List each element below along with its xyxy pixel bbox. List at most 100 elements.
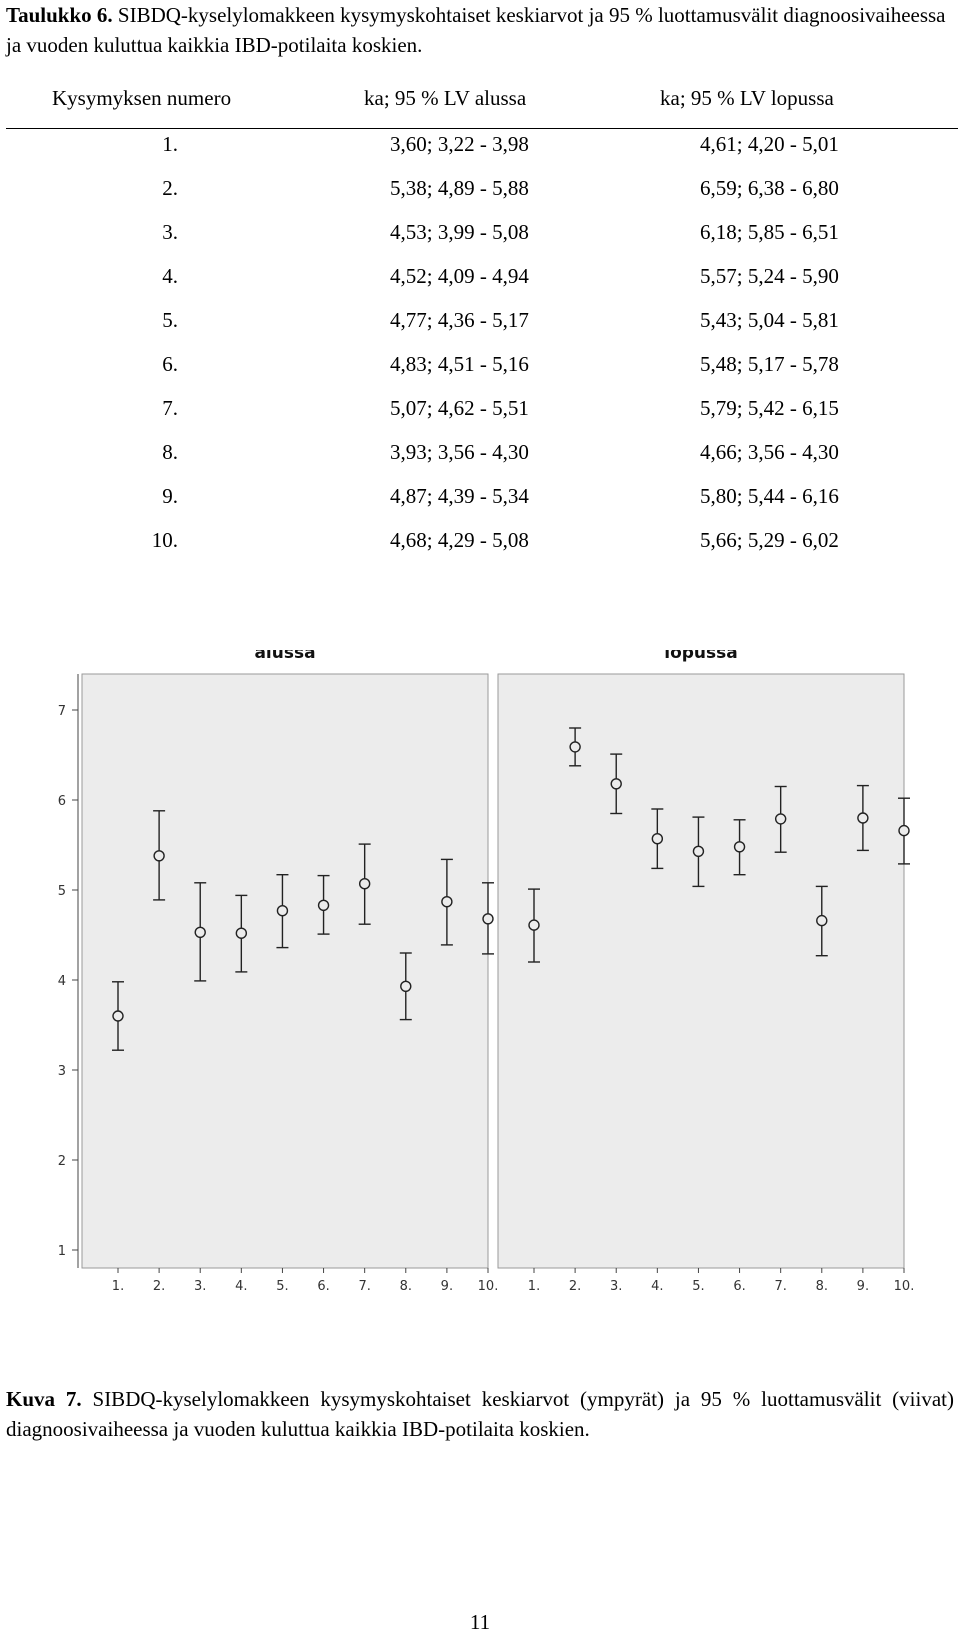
mean-point xyxy=(816,914,828,927)
x-tick-label: 9. xyxy=(441,1279,453,1294)
panel-background xyxy=(497,673,905,1269)
y-tick-label: 7 xyxy=(58,704,66,719)
end-value-cell: 4,66; 3,56 - 4,30 xyxy=(700,440,839,464)
header-start: ka; 95 % LV alussa xyxy=(364,86,527,110)
end-value-cell: 5,43; 5,04 - 5,81 xyxy=(700,308,839,332)
end-value-cell: 6,18; 5,85 - 6,51 xyxy=(700,220,839,244)
x-tick-label: 8. xyxy=(400,1279,412,1294)
x-tick-label: 10. xyxy=(894,1279,915,1294)
table-caption-label: Taulukko 6. xyxy=(6,3,113,27)
mean-point xyxy=(569,741,581,753)
question-number-cell: 1. xyxy=(162,132,178,156)
mean-point xyxy=(857,812,869,824)
x-tick-label: 6. xyxy=(317,1279,329,1294)
figure: 1 2 3 4 5 6 7 alussa 1. 2. 3. 4. 5. 6. 7. 8. 9. 10. lopuss… xyxy=(0,643,960,1370)
table-row: 9. 4,87; 4,39 - 5,34 5,80; 5,44 - 6,16 xyxy=(0,484,960,528)
y-tick-label: 1 xyxy=(58,1244,66,1259)
question-number-cell: 2. xyxy=(162,176,178,200)
table-row: 4. 4,52; 4,09 - 4,94 5,57; 5,24 - 5,90 xyxy=(0,264,960,308)
mean-point xyxy=(112,1010,124,1022)
figure-caption-text: SIBDQ-kyselylomakkeen kysymyskohtaiset k… xyxy=(6,1387,954,1441)
start-value-cell: 3,60; 3,22 - 3,98 xyxy=(390,132,529,156)
y-tick-label: 4 xyxy=(58,974,66,989)
mean-point xyxy=(194,926,206,938)
start-value-cell: 4,52; 4,09 - 4,94 xyxy=(390,264,529,288)
y-tick-label: 5 xyxy=(58,884,66,899)
question-number-cell: 10. xyxy=(151,528,178,552)
mean-point xyxy=(774,813,787,825)
end-value-cell: 4,61; 4,20 - 5,01 xyxy=(700,132,839,156)
mean-point xyxy=(235,927,248,939)
x-tick-label: 1. xyxy=(112,1279,124,1294)
start-value-cell: 4,53; 3,99 - 5,08 xyxy=(390,220,529,244)
y-tick-label: 6 xyxy=(58,794,66,809)
figure-caption-label: Kuva 7. xyxy=(6,1387,82,1411)
mean-point xyxy=(733,841,746,853)
table-caption: Taulukko 6. SIBDQ-kyselylomakkeen kysymy… xyxy=(6,0,954,60)
start-value-cell: 5,38; 4,89 - 5,88 xyxy=(390,176,529,200)
question-number-cell: 4. xyxy=(162,264,178,288)
x-tick-label: 8. xyxy=(816,1279,828,1294)
start-value-cell: 4,68; 4,29 - 5,08 xyxy=(390,528,529,552)
table-row: 10. 4,68; 4,29 - 5,08 5,66; 5,29 - 6,02 xyxy=(0,528,960,572)
x-tick-label: 4. xyxy=(651,1279,663,1294)
figure-caption: Kuva 7. SIBDQ-kyselylomakkeen kysymyskoh… xyxy=(6,1384,954,1444)
question-number-cell: 3. xyxy=(162,220,178,244)
end-value-cell: 6,59; 6,38 - 6,80 xyxy=(700,176,839,200)
x-tick-label: 5. xyxy=(276,1279,288,1294)
question-number-cell: 5. xyxy=(162,308,178,332)
x-tick-label: 6. xyxy=(733,1279,745,1294)
y-tick-label: 3 xyxy=(58,1064,66,1079)
mean-point xyxy=(400,980,412,992)
x-tick-label: 3. xyxy=(194,1279,206,1294)
mean-point xyxy=(651,832,664,845)
x-tick-label: 3. xyxy=(610,1279,622,1294)
end-value-cell: 5,80; 5,44 - 6,16 xyxy=(700,484,839,508)
y-tick-label: 2 xyxy=(58,1154,66,1169)
table-header: Kysymyksen numero ka; 95 % LV alussa ka;… xyxy=(0,80,960,114)
table-row: 2. 5,38; 4,89 - 5,88 6,59; 6,38 - 6,80 xyxy=(0,176,960,220)
x-tick-label: 7. xyxy=(774,1279,786,1294)
table-header-rule xyxy=(6,128,958,129)
panel-background xyxy=(81,673,489,1269)
mean-point xyxy=(692,845,705,858)
start-value-cell: 5,07; 4,62 - 5,51 xyxy=(390,396,529,420)
table-row: 1. 3,60; 3,22 - 3,98 4,61; 4,20 - 5,01 xyxy=(0,132,960,176)
table-body: 1. 3,60; 3,22 - 3,98 4,61; 4,20 - 5,01 2. 5,… xyxy=(0,132,960,572)
table-row: 8. 3,93; 3,56 - 4,30 4,66; 3,56 - 4,30 xyxy=(0,440,960,484)
x-tick-label: 7. xyxy=(358,1279,370,1294)
question-number-cell: 6. xyxy=(162,352,178,376)
table-row: 5. 4,77; 4,36 - 5,17 5,43; 5,04 - 5,81 xyxy=(0,308,960,352)
mean-point xyxy=(482,913,494,925)
x-tick-label: 2. xyxy=(569,1279,581,1294)
question-number-cell: 9. xyxy=(162,484,178,508)
x-tick-label: 2. xyxy=(153,1279,165,1294)
mean-point xyxy=(441,895,453,908)
table-caption-text: SIBDQ-kyselylomakkeen kysymyskohtaiset k… xyxy=(6,3,946,57)
x-tick-label: 4. xyxy=(235,1279,247,1294)
start-value-cell: 4,87; 4,39 - 5,34 xyxy=(390,484,529,508)
x-tick-label: 5. xyxy=(692,1279,704,1294)
mean-point xyxy=(153,850,165,862)
mean-point xyxy=(898,824,910,837)
mean-point xyxy=(528,919,540,931)
end-value-cell: 5,57; 5,24 - 5,90 xyxy=(700,264,839,288)
table-row: 3. 4,53; 3,99 - 5,08 6,18; 5,85 - 6,51 xyxy=(0,220,960,264)
start-value-cell: 4,77; 4,36 - 5,17 xyxy=(390,308,529,332)
header-end: ka; 95 % LV lopussa xyxy=(660,86,834,110)
mean-point xyxy=(276,905,289,917)
error-bar-chart: 1 2 3 4 5 6 7 alussa 1. 2. 3. 4. 5. 6. 7. 8. 9. 10. lopuss… xyxy=(58,643,915,1294)
end-value-cell: 5,48; 5,17 - 5,78 xyxy=(700,352,839,376)
header-question-number: Kysymyksen numero xyxy=(52,86,232,110)
mean-point xyxy=(358,877,371,890)
question-number-cell: 7. xyxy=(162,396,178,420)
panel-title: alussa xyxy=(254,650,315,663)
page-number: 11 xyxy=(469,1610,491,1634)
start-value-cell: 3,93; 3,56 - 4,30 xyxy=(390,440,529,464)
x-tick-label: 9. xyxy=(857,1279,869,1294)
table-row: 6. 4,83; 4,51 - 5,16 5,48; 5,17 - 5,78 xyxy=(0,352,960,396)
mean-point xyxy=(610,778,622,790)
end-value-cell: 5,66; 5,29 - 6,02 xyxy=(700,528,839,552)
start-value-cell: 4,83; 4,51 - 5,16 xyxy=(390,352,529,376)
x-tick-label: 1. xyxy=(528,1279,540,1294)
